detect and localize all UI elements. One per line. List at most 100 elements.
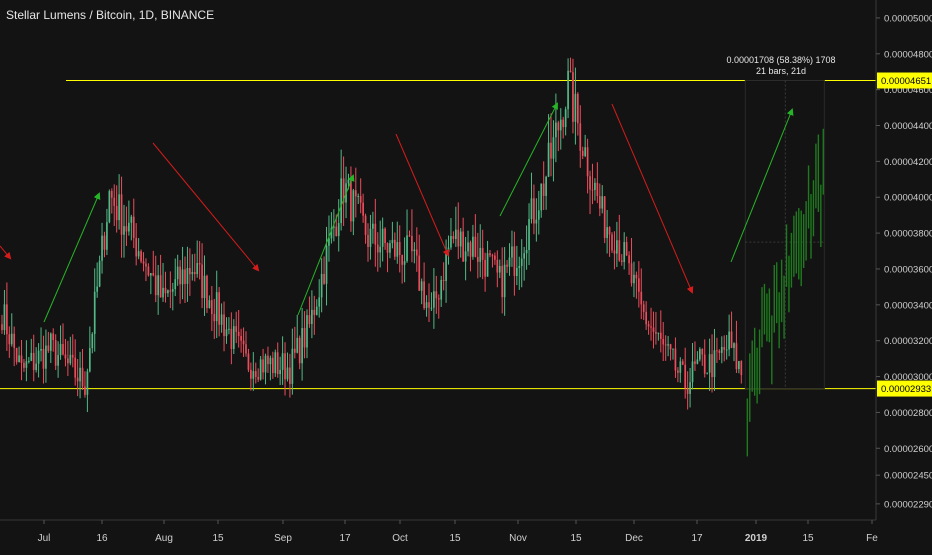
candle-body [101, 235, 103, 261]
candle-body [698, 348, 701, 360]
candle-body [684, 364, 687, 389]
candle-body [152, 273, 155, 276]
candle-body [489, 253, 491, 256]
candle-body [286, 367, 289, 380]
candle-body [530, 198, 533, 220]
candle-body [313, 309, 316, 315]
x-tick-label: Aug [155, 533, 173, 544]
candle-body [674, 348, 677, 371]
candle-body [635, 274, 638, 279]
candle-body [25, 361, 28, 368]
candle-body [640, 291, 643, 305]
candle-body [445, 251, 447, 282]
candle-body [433, 291, 435, 308]
candle-body [57, 355, 59, 366]
x-tick-label: 15 [449, 533, 461, 544]
candle-body [415, 249, 418, 256]
price-axis: 0.00005000 0.00004800 0.00004600 0.00004400… [875, 0, 932, 520]
candle-body [511, 246, 513, 258]
candle-body [306, 315, 308, 348]
candle-body [442, 279, 445, 282]
candle-body [176, 266, 179, 280]
candle-body [69, 354, 72, 364]
candle-body [547, 142, 550, 177]
candle-body [564, 109, 567, 128]
resistance-label: 0.00004651 [881, 76, 931, 87]
candle-body [393, 239, 396, 257]
candle-body [3, 304, 6, 331]
candle-body [296, 337, 299, 353]
candle-body [84, 386, 86, 395]
candle-body [703, 354, 706, 374]
candle-body [701, 348, 704, 355]
candle-body [706, 372, 709, 374]
symbol-name: Stellar Lumens / Bitcoin [6, 8, 133, 22]
y-tick-label: 0.00003800 [884, 229, 932, 240]
candle-body [291, 348, 294, 384]
candle-body [494, 255, 496, 260]
candle-body [181, 269, 184, 285]
candle-body [23, 362, 25, 368]
candle-body [76, 377, 79, 382]
candle-body [398, 242, 401, 256]
candle-body [154, 275, 157, 296]
candle-body [230, 328, 233, 349]
candle-body [396, 242, 399, 257]
candle-body [110, 191, 113, 198]
candle-body [384, 228, 386, 244]
candle-body [496, 259, 499, 273]
candle-body [667, 344, 669, 346]
candle-body [145, 263, 147, 267]
candle-body [228, 328, 230, 330]
downtrend-arrow [611, 103, 694, 294]
y-tick-label: 0.00002290 [884, 499, 932, 510]
candle-body [694, 361, 696, 364]
support-label: 0.00002933 [881, 384, 931, 395]
candle-body [311, 309, 313, 325]
candle-body [713, 350, 716, 378]
candle-body [196, 263, 199, 275]
candle-body [738, 361, 740, 370]
candle-body [130, 216, 133, 223]
candle-body [106, 222, 108, 250]
candle-body [262, 359, 264, 373]
candle-body [491, 255, 494, 257]
candle-body [474, 236, 477, 257]
candle-body [357, 195, 360, 197]
candle-body [332, 226, 335, 228]
candle-body [79, 367, 81, 382]
candle-body [735, 343, 738, 370]
candle-body [681, 361, 684, 365]
candle-body [430, 307, 433, 309]
candle-body [601, 196, 604, 209]
candle-body [718, 350, 721, 353]
candle-body [20, 355, 23, 363]
candle-body [179, 266, 181, 285]
candle-body [284, 353, 286, 380]
candle-body [30, 352, 33, 361]
candle-body [403, 261, 406, 265]
candle-body [369, 228, 372, 247]
candle-body [335, 226, 338, 237]
candle-body [508, 257, 511, 267]
candle-body [289, 367, 291, 384]
downtrend-arrow [0, 245, 12, 260]
candle-body [708, 354, 711, 373]
candle-body [523, 253, 526, 259]
candle-body [254, 371, 257, 377]
candle-body [537, 210, 540, 220]
candle-body [637, 278, 640, 292]
candle-body [147, 266, 150, 276]
candle-body [437, 298, 440, 300]
y-tick-label: 0.00004400 [884, 121, 932, 132]
candle-body [596, 182, 599, 197]
candle-body [191, 271, 194, 275]
candle-body [669, 344, 672, 350]
candle-body [223, 314, 225, 337]
candle-body [218, 292, 221, 325]
y-tick-label: 0.00003600 [884, 264, 932, 275]
candle-body [459, 231, 462, 247]
candle-body [725, 349, 728, 351]
